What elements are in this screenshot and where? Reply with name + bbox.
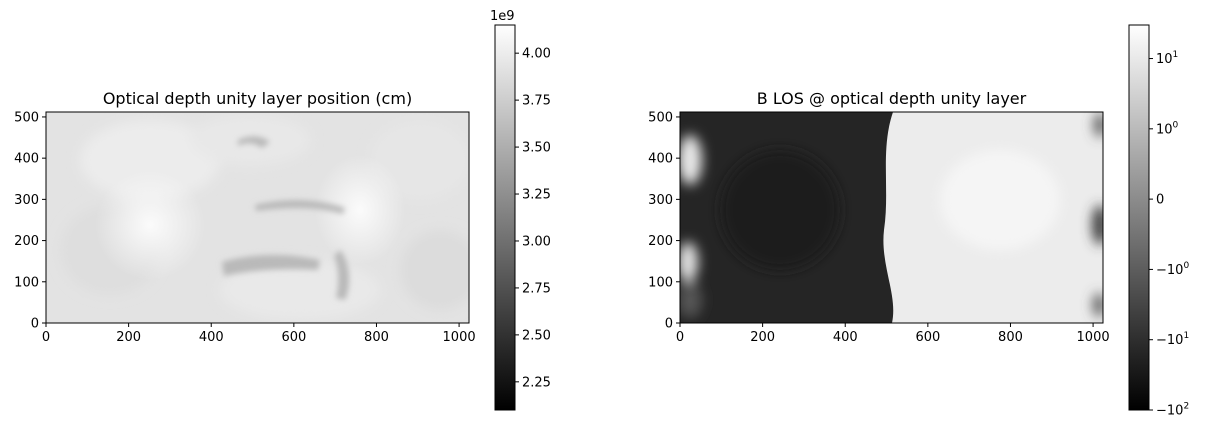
- y-tick-label: 400: [14, 152, 39, 167]
- colorbar-1-tick-label: 3.25: [522, 188, 551, 203]
- colorbar-2-tick-label: 100: [1156, 120, 1179, 137]
- y-tick-label: 400: [648, 152, 673, 167]
- colorbar-1-frame: [494, 24, 516, 411]
- x-tick-label: 1000: [443, 330, 476, 345]
- y-tick-label: 300: [14, 193, 39, 208]
- heatmap-2-axes: 0 200 400 600 800 1000 0 100 200 300 400 500: [648, 110, 1109, 345]
- x-tick-label: 1000: [1077, 330, 1110, 345]
- heatmap-2-axes-frame: [679, 111, 1104, 324]
- heatmap-1-axes: 0 200 400 600 800 1000 0 100 200 300 400 500: [14, 110, 475, 345]
- y-tick-label: 200: [648, 234, 673, 249]
- x-tick-label: 400: [199, 330, 224, 345]
- x-tick-label: 200: [116, 330, 141, 345]
- x-tick-label: 200: [750, 330, 775, 345]
- y-tick-label: 0: [665, 317, 673, 332]
- x-tick-label: 0: [676, 330, 684, 345]
- y-tick-label: 100: [648, 275, 673, 290]
- colorbar-1-gradient: [495, 25, 515, 410]
- heatmap-1-axes-frame: [45, 111, 470, 324]
- y-tick-label: 300: [648, 193, 673, 208]
- colorbar-2-tick-exponent: 1: [1173, 50, 1179, 60]
- colorbar-1-tick-label: 2.75: [522, 281, 551, 296]
- heatmap-2-title: B LOS @ optical depth unity layer: [757, 89, 1027, 108]
- colorbar-1-multiplier: 1e9: [490, 9, 515, 24]
- colorbar-1-axis: 2.25 2.50 2.75 3.00 3.25 3.50 3.75 4.00: [515, 47, 551, 390]
- colorbar-2-tick-label: −102: [1156, 402, 1189, 419]
- colorbar-2-tick-base: −10: [1156, 404, 1183, 419]
- colorbar-2-tick-exponent: 1: [1183, 331, 1189, 341]
- colorbar-2-tick-label: −101: [1156, 331, 1189, 348]
- colorbar-2-tick-base: 10: [1156, 52, 1173, 67]
- colorbar-1-tick-label: 2.25: [522, 375, 551, 390]
- heatmap-1-image: [46, 112, 469, 323]
- x-tick-label: 600: [915, 330, 940, 345]
- colorbar-2-tick-base: 10: [1156, 122, 1173, 137]
- x-tick-label: 400: [833, 330, 858, 345]
- x-tick-label: 800: [998, 330, 1023, 345]
- x-tick-label: 0: [42, 330, 50, 345]
- colorbar-2-gradient: [1129, 25, 1149, 410]
- colorbar-2-tick-label: 101: [1156, 50, 1178, 67]
- colorbar-1-tick-label: 3.00: [522, 234, 551, 249]
- x-tick-label: 600: [281, 330, 306, 345]
- y-tick-label: 500: [14, 110, 39, 125]
- colorbar-2-tick-base: −10: [1156, 263, 1183, 278]
- heatmap-2-image: [680, 112, 1103, 323]
- colorbar-1-tick-label: 4.00: [522, 47, 551, 62]
- y-tick-label: 500: [648, 110, 673, 125]
- colorbar-1-tick-label: 2.50: [522, 328, 551, 343]
- colorbar-1-tick-label: 3.50: [522, 141, 551, 156]
- colorbar-1-tick-label: 3.75: [522, 94, 551, 109]
- colorbar-2-tick-label: 0: [1156, 193, 1164, 208]
- colorbar-2-tick-label: −100: [1156, 261, 1189, 278]
- heatmap-1-title: Optical depth unity layer position (cm): [103, 89, 412, 108]
- colorbar-2-tick-exponent: 0: [1183, 261, 1189, 271]
- y-tick-label: 0: [31, 317, 39, 332]
- colorbar-2-tick-exponent: 2: [1183, 402, 1189, 412]
- colorbar-2-tick-base: −10: [1156, 333, 1183, 348]
- y-tick-label: 100: [14, 275, 39, 290]
- y-tick-label: 200: [14, 234, 39, 249]
- colorbar-2-frame: [1128, 24, 1150, 411]
- colorbar-2-tick-exponent: 0: [1173, 120, 1179, 130]
- x-tick-label: 800: [364, 330, 389, 345]
- colorbar-2-tick-base: 0: [1156, 193, 1164, 208]
